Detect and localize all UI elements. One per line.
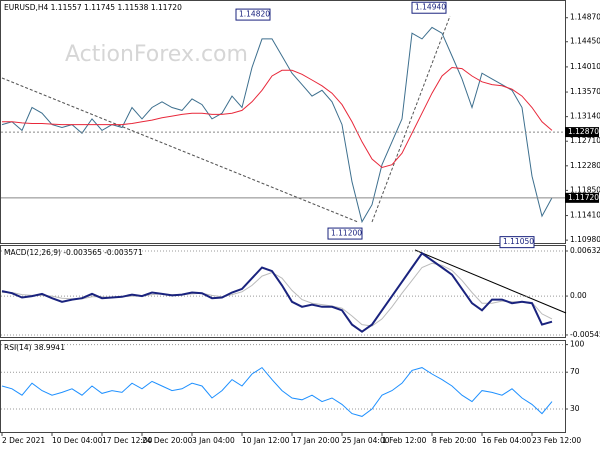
y-tick-label: 1.14010 xyxy=(570,62,600,71)
series-line xyxy=(1,366,553,417)
x-tick-label: 2 Dec 2021 xyxy=(2,436,45,445)
series-line xyxy=(1,251,553,333)
y-tick-label: 1.12280 xyxy=(570,161,600,170)
y-tick-label: 30 xyxy=(570,404,580,413)
panel-title: EURUSD,H4 1.11557 1.11745 1.11538 1.1172… xyxy=(4,3,182,12)
macd-trend-line xyxy=(414,249,567,314)
price-label-box xyxy=(565,192,599,203)
series-line xyxy=(1,26,553,224)
x-tick-label: 1 Feb 12:00 xyxy=(382,436,427,445)
annotation-label: 1.11050 xyxy=(503,237,534,246)
y-tick-label: -0.005455 xyxy=(570,330,600,339)
y-tick-label: 1.13570 xyxy=(570,87,600,96)
y-tick-label: 1.13140 xyxy=(570,112,600,121)
x-tick-label: 17 Jan 20:00 xyxy=(292,436,340,445)
y-tick-label: 1.10980 xyxy=(570,235,600,244)
x-tick-label: 25 Jan 04:00 xyxy=(342,436,390,445)
price-label: 1.11720 xyxy=(568,193,599,202)
x-tick-label: 10 Jan 12:00 xyxy=(242,436,290,445)
price-panel xyxy=(0,0,566,244)
x-tick-label: 17 Dec 12:00 xyxy=(102,436,153,445)
price-label: 1.12870 xyxy=(568,127,599,136)
x-tick-label: 24 Dec 20:00 xyxy=(142,436,193,445)
series-line xyxy=(2,262,553,327)
annotation-label: 1.14820 xyxy=(239,10,270,19)
panel-title: RSI(14) 38.9941 xyxy=(4,343,65,352)
y-tick-label: 0.00 xyxy=(570,291,587,300)
macd-panel xyxy=(0,245,566,338)
x-tick-label: 23 Feb 12:00 xyxy=(532,436,581,445)
y-tick-label: 70 xyxy=(570,367,580,376)
watermark: ActionForex.com xyxy=(65,42,248,67)
series-line xyxy=(2,66,553,169)
y-tick-label: 1.12710 xyxy=(570,136,600,145)
x-tick-label: 16 Feb 04:00 xyxy=(482,436,531,445)
trend-line xyxy=(371,15,451,223)
y-tick-label: 100 xyxy=(570,340,585,349)
annotation-box xyxy=(235,8,271,21)
annotation-label: 1.11200 xyxy=(331,229,362,238)
annotation-box xyxy=(411,1,447,14)
x-tick-label: 8 Feb 20:00 xyxy=(432,436,477,445)
annotation-box xyxy=(327,227,363,240)
price-label-box xyxy=(565,127,599,138)
y-tick-label: 1.11850 xyxy=(570,185,600,194)
x-tick-label: 3 Jan 04:00 xyxy=(192,436,235,445)
y-tick-label: 1.14450 xyxy=(570,37,600,46)
y-tick-label: 0.00632 xyxy=(570,246,600,255)
annotation-label: 1.14940 xyxy=(415,3,446,12)
y-tick-label: 1.11410 xyxy=(570,211,600,220)
panel-title: MACD(12,26,9) -0.003565 -0.003571 xyxy=(4,248,143,257)
x-tick-label: 10 Dec 04:00 xyxy=(52,436,103,445)
y-tick-label: 1.14870 xyxy=(570,13,600,22)
annotation-box xyxy=(499,236,535,249)
rsi-panel xyxy=(0,340,566,433)
